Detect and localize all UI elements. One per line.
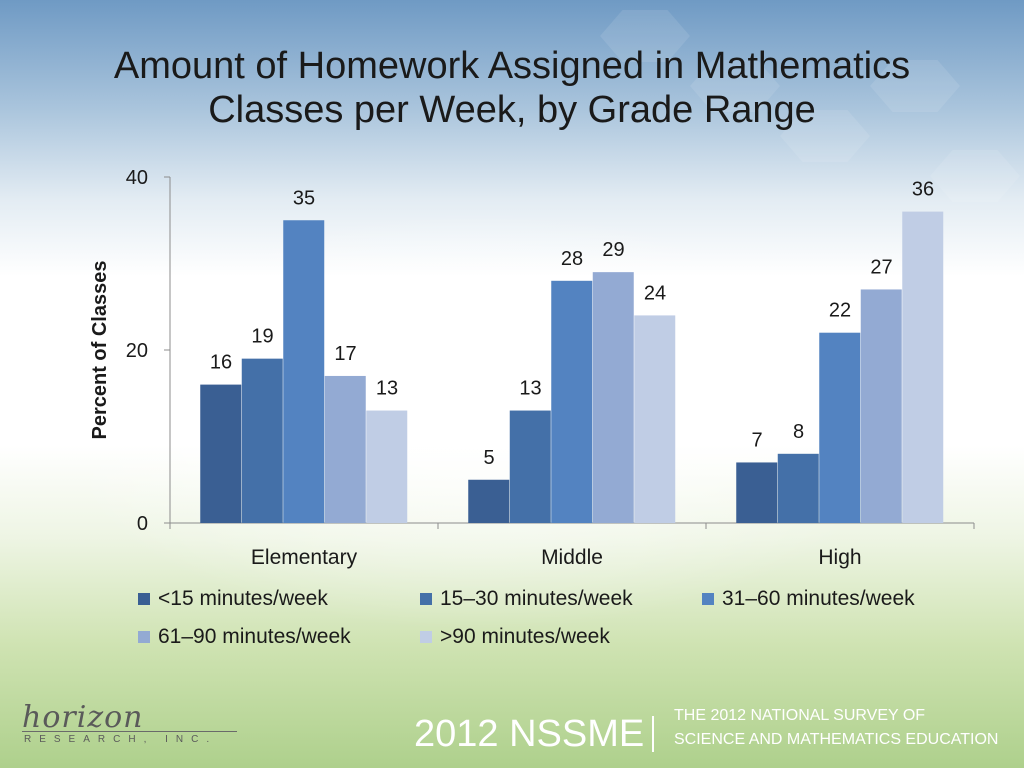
logo-underline — [22, 731, 237, 732]
logo-subtitle: RESEARCH, INC. — [24, 734, 218, 745]
bar-data-label: 13 — [376, 378, 398, 400]
bar — [592, 272, 634, 523]
bar — [902, 211, 944, 523]
legend-item: <15 minutes/week — [138, 586, 328, 612]
legend-swatch — [420, 631, 432, 643]
bar-data-label: 19 — [251, 326, 273, 348]
x-category-label: Elementary — [251, 546, 358, 569]
horizon-logo: horizon RESEARCH, INC. — [22, 700, 242, 750]
footer-brand: 2012 NSSME — [414, 713, 645, 755]
bar-data-label: 36 — [912, 179, 934, 201]
legend-item: 61–90 minutes/week — [138, 624, 351, 650]
bar — [324, 375, 366, 523]
bar-data-label: 5 — [483, 447, 494, 469]
legend-label: 31–60 minutes/week — [722, 587, 915, 610]
background-hexagon — [930, 150, 1020, 202]
legend-item: 31–60 minutes/week — [702, 586, 915, 612]
legend-swatch — [702, 593, 714, 605]
footer-separator — [652, 716, 654, 752]
bar-data-label: 35 — [293, 187, 315, 209]
y-tick-label: 20 — [126, 340, 148, 362]
bar — [819, 332, 861, 523]
bar-data-label: 7 — [751, 429, 762, 451]
x-category-label: Middle — [541, 546, 603, 569]
legend-label: 15–30 minutes/week — [440, 587, 633, 610]
bar — [634, 315, 676, 523]
legend-label: 61–90 minutes/week — [158, 625, 351, 648]
chart-legend: <15 minutes/week 15–30 minutes/week 31–60 … — [138, 586, 978, 666]
y-tick-label: 0 — [137, 513, 148, 535]
footer-subtitle-line-1: THE 2012 NATIONAL SURVEY OF — [674, 707, 926, 724]
legend-item: 15–30 minutes/week — [420, 586, 633, 612]
bar-data-label: 27 — [870, 256, 892, 278]
bar-data-label: 29 — [602, 239, 624, 261]
legend-label: >90 minutes/week — [440, 625, 610, 648]
bar — [468, 479, 510, 523]
bar — [860, 289, 902, 523]
footer-subtitle-line-2: SCIENCE AND MATHEMATICS EDUCATION — [674, 731, 999, 748]
legend-swatch — [420, 593, 432, 605]
footer-subtitle: THE 2012 NATIONAL SURVEY OF SCIENCE AND … — [674, 704, 1014, 752]
bar-data-label: 24 — [644, 282, 666, 304]
bar-data-label: 16 — [210, 352, 232, 374]
chart-title: Amount of Homework Assigned in Mathemati… — [113, 45, 911, 131]
bar — [736, 462, 778, 523]
bar — [366, 410, 408, 523]
bar-data-label: 17 — [334, 343, 356, 365]
bar-data-label: 22 — [829, 300, 851, 322]
bar — [283, 220, 325, 523]
bar — [551, 280, 593, 523]
bar-data-label: 8 — [793, 421, 804, 443]
x-category-label: High — [818, 546, 861, 569]
logo-wordmark: horizon — [22, 700, 144, 735]
bar-data-label: 28 — [561, 248, 583, 270]
y-tick-label: 40 — [126, 167, 148, 189]
bar — [241, 358, 283, 523]
legend-item: >90 minutes/week — [420, 624, 610, 650]
bar — [777, 453, 819, 523]
legend-swatch — [138, 631, 150, 643]
bar-data-label: 13 — [519, 378, 541, 400]
bar — [509, 410, 551, 523]
legend-label: <15 minutes/week — [158, 587, 328, 610]
bar — [200, 384, 242, 523]
legend-swatch — [138, 593, 150, 605]
